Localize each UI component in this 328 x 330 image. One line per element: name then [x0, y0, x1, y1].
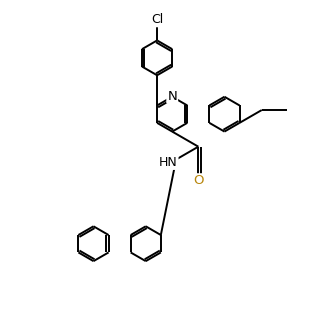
Text: HN: HN — [159, 156, 177, 169]
Text: O: O — [193, 174, 204, 187]
Text: N: N — [167, 89, 177, 103]
Text: Cl: Cl — [151, 13, 163, 26]
